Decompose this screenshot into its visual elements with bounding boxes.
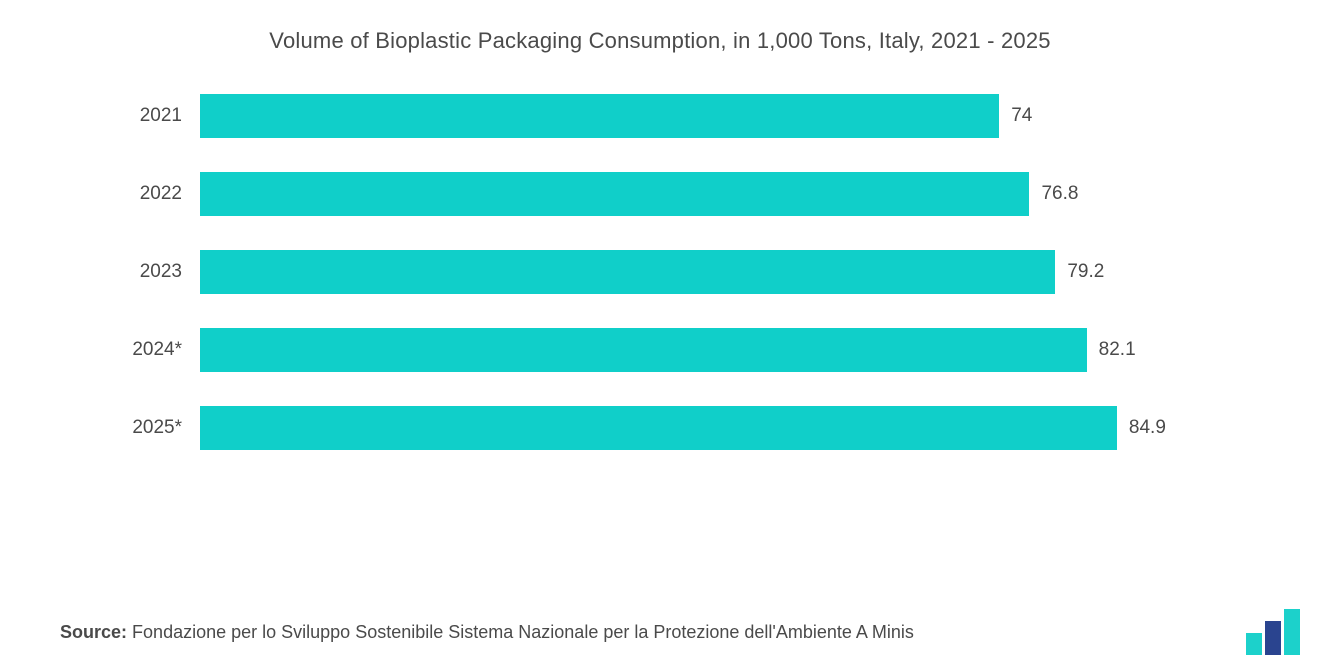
value-label: 82.1 <box>1087 339 1136 361</box>
source-text: Fondazione per lo Sviluppo Sostenibile S… <box>132 622 914 642</box>
value-label: 76.8 <box>1029 183 1078 205</box>
chart-title: Volume of Bioplastic Packaging Consumpti… <box>0 0 1320 64</box>
value-label: 79.2 <box>1055 261 1104 283</box>
bar-row: 2023 79.2 <box>40 250 1280 294</box>
brand-logo-icon <box>1246 609 1300 655</box>
logo-bar <box>1284 609 1300 655</box>
bar-row: 2022 76.8 <box>40 172 1280 216</box>
bar-row: 2025* 84.9 <box>40 406 1280 450</box>
value-label: 74 <box>999 105 1032 127</box>
bar <box>200 328 1087 372</box>
category-label: 2023 <box>40 261 200 283</box>
bar-wrap: 82.1 <box>200 328 1280 372</box>
logo-bar <box>1265 621 1281 655</box>
bar <box>200 406 1117 450</box>
bar-wrap: 84.9 <box>200 406 1280 450</box>
value-label: 84.9 <box>1117 417 1166 439</box>
bar-wrap: 76.8 <box>200 172 1280 216</box>
source-label: Source: <box>60 622 127 642</box>
logo-bar <box>1246 633 1262 655</box>
bar-wrap: 74 <box>200 94 1280 138</box>
category-label: 2025* <box>40 417 200 439</box>
category-label: 2022 <box>40 183 200 205</box>
bar <box>200 250 1055 294</box>
category-label: 2024* <box>40 339 200 361</box>
bar <box>200 94 999 138</box>
bar <box>200 172 1029 216</box>
bar-wrap: 79.2 <box>200 250 1280 294</box>
category-label: 2021 <box>40 105 200 127</box>
bar-row: 2024* 82.1 <box>40 328 1280 372</box>
source-line: Source: Fondazione per lo Sviluppo Soste… <box>0 622 1320 643</box>
bar-row: 2021 74 <box>40 94 1280 138</box>
chart-area: 2021 74 2022 76.8 2023 79.2 2024* 82.1 2… <box>0 64 1320 450</box>
